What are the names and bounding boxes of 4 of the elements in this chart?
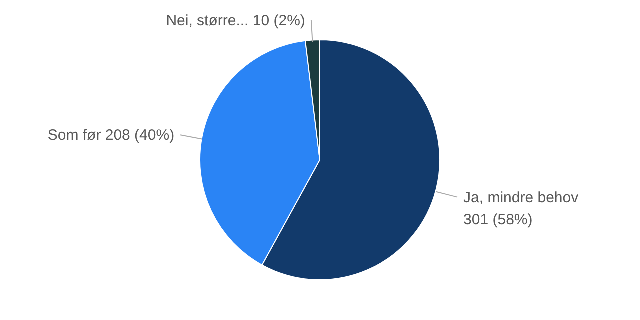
slice-label: Som før 208 (40%): [48, 127, 175, 144]
data-label: 301 (58%): [464, 211, 533, 228]
slice-label: Ja, mindre behov: [464, 189, 580, 206]
slice-label: Nei, større... 10 (2%): [166, 12, 306, 30]
